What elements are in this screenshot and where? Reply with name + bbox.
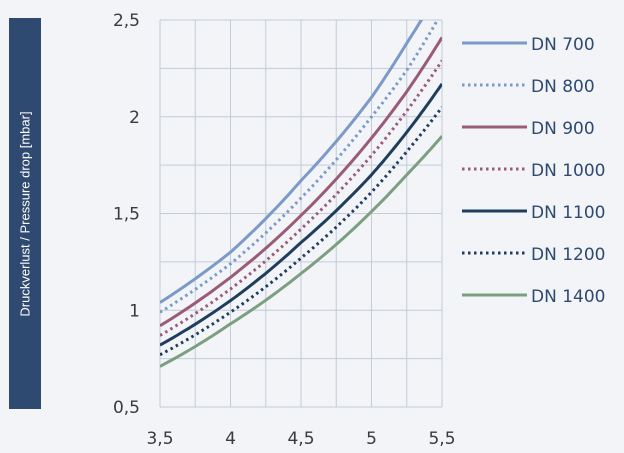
series-line xyxy=(160,36,442,327)
legend-label: DN 1000 xyxy=(531,161,605,181)
series-group xyxy=(160,20,442,368)
legend-label: DN 1400 xyxy=(531,287,605,307)
legend-label: DN 800 xyxy=(531,77,595,97)
series-line xyxy=(160,135,442,368)
y-tick-label: 1,5 xyxy=(113,205,140,225)
legend-label: DN 1100 xyxy=(531,203,605,223)
series-line xyxy=(160,83,442,347)
legend-label: DN 1200 xyxy=(531,245,605,265)
series-line xyxy=(160,20,440,314)
x-tick-label: 4,5 xyxy=(287,429,314,449)
x-tick-label: 4 xyxy=(225,429,236,449)
x-tick-label: 5,5 xyxy=(428,429,455,449)
y-tick-label: 2 xyxy=(129,108,140,128)
y-tick-label: 1 xyxy=(129,301,140,321)
x-tick-label: 5 xyxy=(366,429,377,449)
legend-label: DN 900 xyxy=(531,119,595,139)
series-line xyxy=(160,106,442,357)
y-tick-label: 0,5 xyxy=(113,398,140,418)
x-tick-label: 3,5 xyxy=(146,429,173,449)
y-tick-label: 2,5 xyxy=(113,11,140,31)
legend-label: DN 700 xyxy=(531,35,595,55)
series-line xyxy=(160,20,424,304)
y-axis-label-box: Druckverlust / Pressure drop [mbar] xyxy=(9,18,41,409)
